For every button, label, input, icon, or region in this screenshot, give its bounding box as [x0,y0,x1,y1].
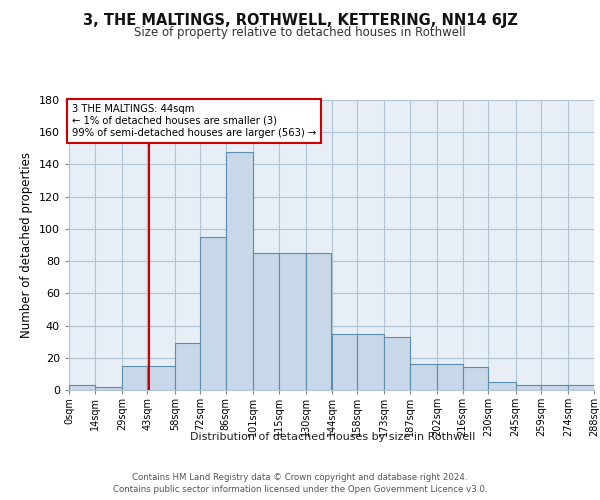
Bar [69,385,95,390]
Bar [331,334,357,390]
Bar [306,253,331,390]
Text: Contains public sector information licensed under the Open Government Licence v3: Contains public sector information licen… [113,485,487,494]
Bar [226,152,253,390]
Text: 3 THE MALTINGS: 44sqm
← 1% of detached houses are smaller (3)
99% of semi-detach: 3 THE MALTINGS: 44sqm ← 1% of detached h… [71,104,316,138]
Bar [488,382,515,390]
Bar [148,366,175,390]
Bar [122,366,148,390]
Text: Distribution of detached houses by size in Rothwell: Distribution of detached houses by size … [190,432,476,442]
Bar [253,253,278,390]
Bar [385,337,410,390]
Bar [175,344,200,390]
Text: Size of property relative to detached houses in Rothwell: Size of property relative to detached ho… [134,26,466,39]
Y-axis label: Number of detached properties: Number of detached properties [20,152,33,338]
Bar [410,364,437,390]
Bar [357,334,385,390]
Text: Contains HM Land Registry data © Crown copyright and database right 2024.: Contains HM Land Registry data © Crown c… [132,472,468,482]
Bar [95,387,122,390]
Bar [463,368,488,390]
Bar [515,385,541,390]
Bar [200,237,226,390]
Bar [437,364,463,390]
Bar [278,253,306,390]
Bar [594,387,600,390]
Bar [541,385,568,390]
Text: 3, THE MALTINGS, ROTHWELL, KETTERING, NN14 6JZ: 3, THE MALTINGS, ROTHWELL, KETTERING, NN… [83,12,517,28]
Bar [568,385,594,390]
